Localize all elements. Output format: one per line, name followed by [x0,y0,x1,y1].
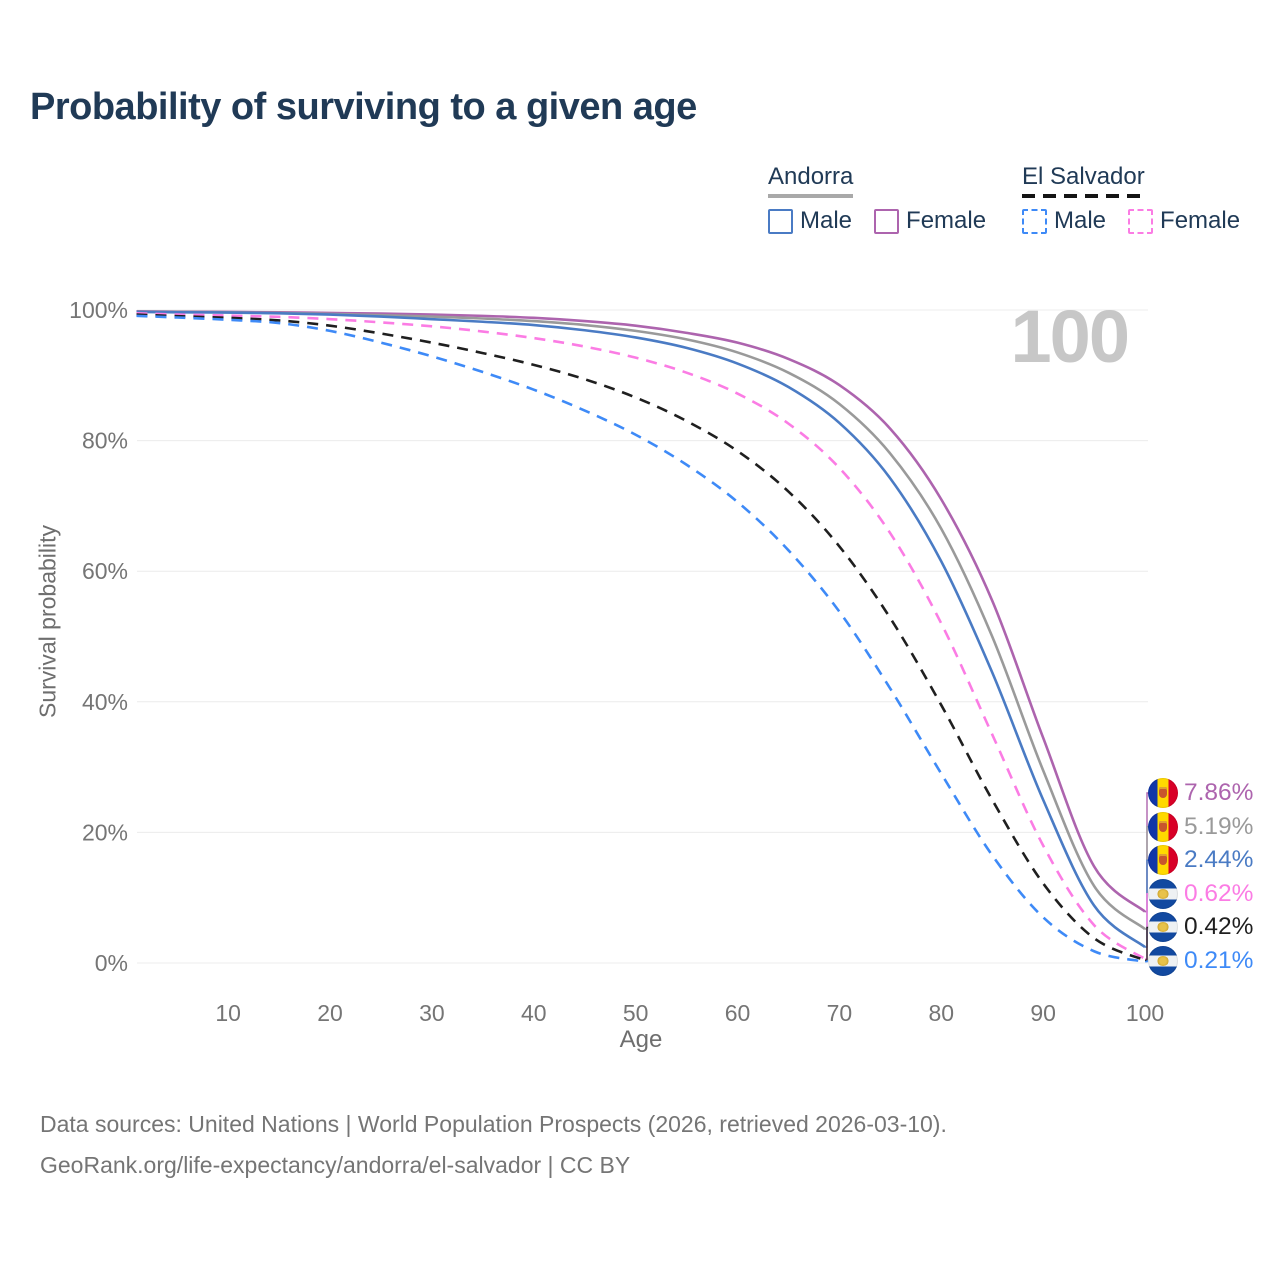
y-tick-label: 20% [82,819,128,845]
flag-andorra-icon [1148,812,1178,842]
legend-items-el-salvador: Male Female [1022,207,1262,235]
andorra-female-checkbox[interactable] [874,208,900,234]
x-axis-title: Age [619,1026,663,1053]
y-axis-title: Survival probability [34,524,61,719]
x-tick-label: 90 [1030,1000,1056,1026]
legend-items-andorra: Male Female [768,207,1008,235]
end-value-andorra-male: 2.44% [1184,846,1254,873]
x-tick-label: 70 [827,1000,853,1026]
end-label-andorra-male: 2.44% [1148,845,1253,875]
legend-item-el-salvador-female[interactable]: Female [1128,207,1240,235]
el-salvador-dashed-line-swatch [1022,194,1145,198]
x-tick-label: 100 [1126,1000,1164,1026]
curve-andorra-male[interactable] [136,310,1146,949]
curve-andorra-both-sexes[interactable] [136,310,1146,931]
el-salvador-female-label: Female [1160,207,1241,234]
legend-item-el-salvador-male[interactable]: Male [1022,207,1106,235]
flag-el-salvador-icon [1148,879,1178,909]
el-salvador-male-label: Male [1054,207,1107,234]
end-value-el-salvador-male: 0.21% [1184,947,1254,974]
flag-andorra-icon [1148,778,1178,808]
end-value-el-salvador-both: 0.42% [1184,913,1254,940]
y-tick-label: 0% [95,950,128,976]
x-tick-label: 30 [419,1000,445,1026]
legend-country-andorra-label: Andorra [768,163,854,190]
x-tick-label: 50 [623,1000,649,1026]
x-tick-label: 40 [521,1000,547,1026]
legend-country-el-salvador-label: El Salvador [1022,163,1145,190]
footer-data-sources: Data sources: United Nations | World Pop… [40,1111,947,1137]
andorra-male-label: Male [800,207,853,234]
x-tick-label: 20 [317,1000,343,1026]
y-tick-label: 60% [82,558,128,584]
legend-country-andorra[interactable]: Andorra [768,163,854,198]
y-tick-label: 100% [69,297,128,323]
legend-group-el-salvador: El Salvador Male Female [1022,163,1262,235]
legend-item-andorra-female[interactable]: Female [874,207,986,235]
flag-andorra-icon [1148,845,1178,875]
curve-el-salvador-both-sexes[interactable] [136,313,1146,962]
end-label-el-salvador-male: 0.21% [1148,946,1253,976]
page-title: Probability of surviving to a given age [30,86,697,128]
andorra-solid-line-swatch [768,194,854,198]
x-tick-label: 80 [928,1000,954,1026]
footer: Data sources: United Nations | World Pop… [40,1104,947,1186]
curve-andorra-female[interactable] [136,310,1146,913]
curve-el-salvador-female[interactable] [136,311,1146,961]
flag-el-salvador-icon [1148,946,1178,976]
y-tick-label: 40% [82,689,128,715]
end-label-andorra-female: 7.86% [1148,778,1253,808]
el-salvador-female-checkbox[interactable] [1128,208,1154,234]
end-value-el-salvador-female: 0.62% [1184,880,1254,907]
end-value-andorra-female: 7.86% [1184,779,1254,806]
end-label-andorra-both: 5.19% [1148,812,1253,842]
legend-country-el-salvador[interactable]: El Salvador [1022,163,1145,198]
x-tick-label: 10 [215,1000,241,1026]
end-label-el-salvador-female: 0.62% [1148,879,1253,909]
end-value-andorra-both: 5.19% [1184,813,1254,840]
el-salvador-male-checkbox[interactable] [1022,208,1047,234]
legend-group-andorra: Andorra Male Female [768,163,1008,235]
footer-source-url: GeoRank.org/life-expectancy/andorra/el-s… [40,1152,631,1178]
andorra-female-label: Female [906,207,987,234]
andorra-male-checkbox[interactable] [768,208,793,234]
end-label-el-salvador-both: 0.42% [1148,912,1253,942]
y-tick-label: 80% [82,428,128,454]
flag-el-salvador-icon [1148,912,1178,942]
curve-el-salvador-male[interactable] [136,314,1146,963]
x-tick-label: 60 [725,1000,751,1026]
hover-age-watermark: 100 [1010,295,1130,378]
legend-item-andorra-male[interactable]: Male [768,207,852,235]
